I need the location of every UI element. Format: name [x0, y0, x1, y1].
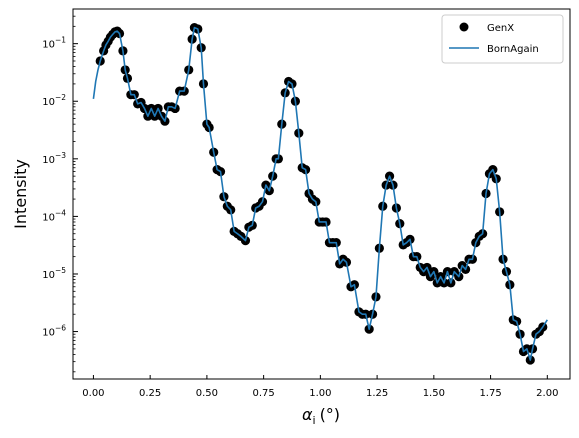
legend-box: [441, 14, 564, 64]
bornagain-line: [92, 26, 548, 361]
y-tick-label: 10−5: [42, 266, 66, 281]
y-tick-label: 10−1: [42, 36, 66, 51]
tick-layer: 0.00 0.25 0.50 0.75 1.00 1.25 1.50 1.75 2.00 10−6…: [42, 8, 558, 399]
x-tick-label: 1.00: [309, 388, 331, 399]
axes-frame: [72, 8, 571, 380]
x-tick-label: 1.50: [423, 388, 445, 399]
y-tick-label: 10−6: [42, 324, 66, 339]
y-axis-label: Intensity: [11, 159, 30, 229]
legend-marker-genx: [459, 22, 469, 32]
legend: GenX BornAgain: [441, 14, 564, 64]
y-tick-label: 10−4: [42, 208, 66, 223]
x-tick-label: 0.00: [82, 388, 104, 399]
legend-label-bornagain: BornAgain: [487, 44, 539, 55]
x-tick-label: 0.25: [139, 388, 161, 399]
x-tick-label: 2.00: [536, 388, 558, 399]
x-axis-label: αi (°): [302, 405, 340, 427]
x-axis-label-symbol: α: [302, 405, 313, 424]
x-tick-label: 1.75: [479, 388, 501, 399]
y-tick-label: 10−2: [42, 93, 66, 108]
x-tick-label: 0.50: [196, 388, 218, 399]
line-layer: [92, 26, 548, 361]
legend-label-genx: GenX: [487, 23, 514, 34]
x-tick-label: 0.75: [252, 388, 274, 399]
x-axis-label-unit: (°): [320, 405, 340, 424]
x-axis-label-subscript: i: [313, 414, 316, 427]
x-tick-label: 1.25: [366, 388, 388, 399]
y-tick-label: 10−3: [42, 151, 66, 166]
